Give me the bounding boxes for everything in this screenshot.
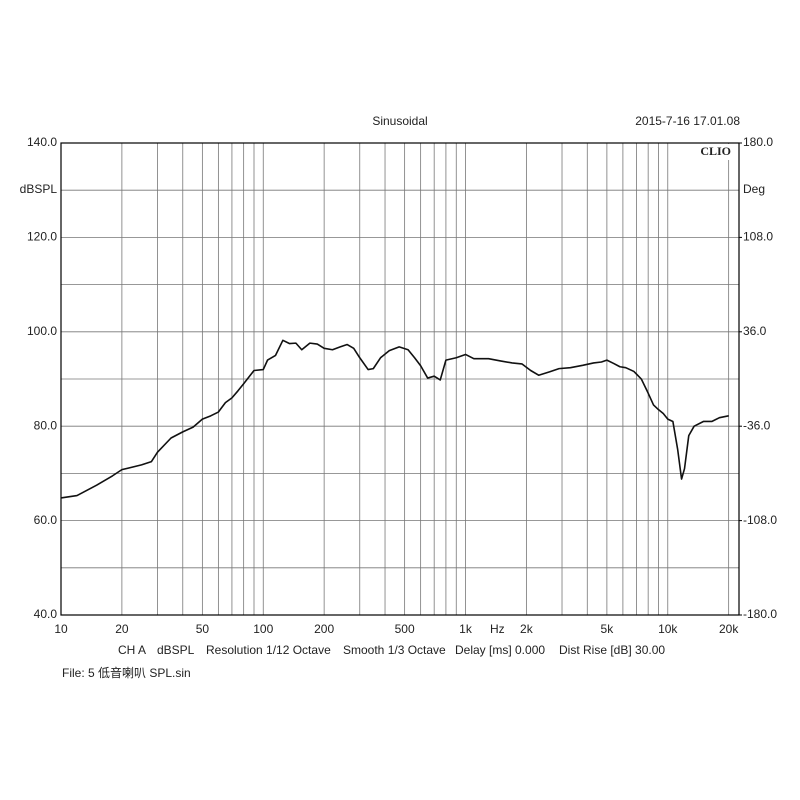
- y2-tick-label: 180.0: [743, 135, 773, 149]
- plot-border: [60, 142, 740, 616]
- y2-tick-label: 108.0: [743, 230, 773, 244]
- y-tick-label: 120.0: [27, 230, 57, 244]
- footer-item: Resolution 1/12 Octave: [206, 643, 331, 657]
- y-tick-label: 60.0: [34, 513, 58, 527]
- footer-item: Dist Rise [dB] 30.00: [559, 643, 665, 657]
- footer-item: CH A: [118, 643, 146, 657]
- y2-tick-label: -180.0: [743, 607, 777, 621]
- y2-tick-label: -108.0: [743, 513, 777, 527]
- x-tick-label: 500: [395, 622, 415, 636]
- footer-item: Delay [ms] 0.000: [455, 643, 545, 657]
- x-tick-label: 50: [196, 622, 210, 636]
- footer-item: dBSPL: [157, 643, 195, 657]
- x-tick-label: 100: [253, 622, 273, 636]
- y-tick-label: 40.0: [34, 607, 58, 621]
- x-tick-label: 5k: [601, 622, 615, 636]
- y-tick-label: 100.0: [27, 324, 57, 338]
- brand: CLIO: [700, 144, 731, 158]
- x-tick-label: 20k: [719, 622, 739, 636]
- x-tick-label: 1k: [459, 622, 473, 636]
- y2-axis-label: Deg: [743, 182, 765, 196]
- footer-item: Smooth 1/3 Octave: [343, 643, 446, 657]
- x-tick-label: 10k: [658, 622, 678, 636]
- y-axis-label: dBSPL: [20, 182, 58, 196]
- brand-box: [684, 144, 738, 160]
- x-tick-label: 20: [115, 622, 129, 636]
- y2-tick-label: -36.0: [743, 418, 771, 432]
- y-tick-label: 140.0: [27, 135, 57, 149]
- x-tick-label: 10: [54, 622, 68, 636]
- y-tick-label: 80.0: [34, 418, 58, 432]
- y2-tick-label: 36.0: [743, 324, 767, 338]
- x-tick-label: 200: [314, 622, 334, 636]
- data-line: [60, 339, 729, 499]
- chart-title: Sinusoidal: [372, 114, 427, 128]
- timestamp: 2015-7-16 17.01.08: [635, 114, 740, 128]
- x-tick-label: 2k: [520, 622, 534, 636]
- file-label: File: 5 低音喇叭 SPL.sin: [62, 665, 191, 680]
- x-unit: Hz: [490, 622, 505, 636]
